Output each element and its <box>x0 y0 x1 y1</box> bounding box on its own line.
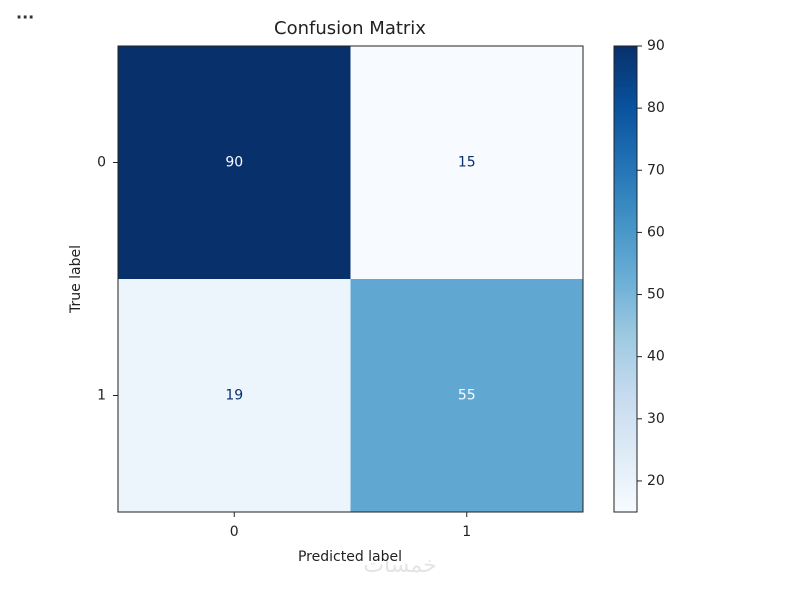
y-tick-label: 0 <box>97 155 106 171</box>
watermark: خمسات <box>363 553 436 578</box>
colorbar-tick-label: 40 <box>647 349 665 365</box>
cell-label: 15 <box>458 155 476 171</box>
colorbar-tick-label: 70 <box>647 162 665 178</box>
y-axis-label: True label <box>68 245 84 314</box>
plot-frame <box>117 45 584 513</box>
cell <box>118 279 351 512</box>
x-axis-label: Predicted label <box>298 549 402 565</box>
menu-button[interactable]: ... <box>16 4 34 23</box>
colorbar-tick-label: 80 <box>647 100 665 116</box>
y-tick-label: 1 <box>97 388 106 404</box>
x-tick-label: 1 <box>462 524 471 540</box>
cell-label: 19 <box>225 388 243 404</box>
colorbar <box>613 45 638 513</box>
colorbar-tick-label: 50 <box>647 287 665 303</box>
colorbar-tick-label: 20 <box>647 473 665 489</box>
cell <box>350 279 583 512</box>
cell-label: 90 <box>225 155 243 171</box>
cell-label: 55 <box>458 388 476 404</box>
cell <box>118 46 351 279</box>
colorbar-tick-label: 30 <box>647 411 665 427</box>
chart-title: Confusion Matrix <box>274 18 426 39</box>
cell <box>350 46 583 279</box>
x-tick-label: 0 <box>230 524 239 540</box>
colorbar-tick-label: 90 <box>647 38 665 54</box>
colorbar-tick-label: 60 <box>647 224 665 240</box>
